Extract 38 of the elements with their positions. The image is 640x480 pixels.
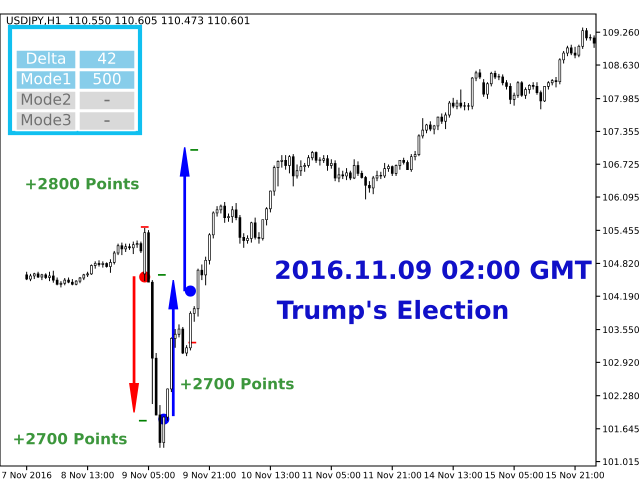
- annotation: Trump's Election: [276, 300, 508, 324]
- annotation: 500: [94, 72, 121, 84]
- x-tick-label: 11 Nov 05:00: [302, 472, 360, 478]
- x-tick-label: 11 Nov 21:00: [364, 472, 422, 478]
- y-tick-label: 108.630: [603, 62, 639, 69]
- y-tick-label: 106.095: [603, 194, 639, 201]
- y-tick-label: 105.455: [603, 227, 639, 234]
- annotation: +2700 Points: [14, 432, 127, 444]
- x-tick-label: 15 Nov 05:00: [486, 472, 544, 478]
- annotation: Delta: [27, 52, 65, 64]
- annotation: +2700 Points: [181, 378, 294, 390]
- y-tick-label: 106.725: [603, 160, 639, 168]
- annotation: 2016.11.09 02:00 GMT: [276, 260, 592, 280]
- x-tick-label: 10 Nov 13:00: [242, 472, 300, 478]
- annotation: Mode2: [22, 93, 70, 105]
- y-tick-label: 103.550: [603, 326, 639, 334]
- annotation: -: [104, 100, 110, 102]
- x-tick-label: 7 Nov 2016: [2, 472, 52, 478]
- y-tick-label: 102.280: [603, 392, 639, 400]
- y-tick-label: 104.820: [603, 260, 639, 267]
- y-tick-label: 104.190: [603, 292, 639, 300]
- y-tick-label: 101.015: [603, 458, 639, 466]
- y-tick-label: 107.985: [603, 95, 639, 102]
- y-tick-label: 107.355: [603, 128, 639, 135]
- x-tick-label: 15 Nov 21:00: [546, 472, 604, 478]
- x-tick-label: 9 Nov 05:00: [122, 472, 175, 478]
- annotation: +2800 Points: [26, 178, 139, 190]
- x-tick-label: 9 Nov 21:00: [183, 472, 236, 478]
- annotation: -: [104, 120, 110, 122]
- y-tick-label: 109.260: [603, 28, 639, 36]
- x-tick-label: 8 Nov 13:00: [61, 472, 114, 478]
- annotation: Mode3: [22, 114, 70, 126]
- annotation: Mode1: [22, 72, 70, 84]
- chart-title: USDJPY,H1 110.550 110.605 110.473 110.601: [6, 16, 250, 26]
- x-tick-label: 14 Nov 13:00: [424, 472, 482, 478]
- y-tick-label: 102.920: [603, 359, 639, 366]
- annotation: 42: [98, 52, 116, 64]
- y-tick-label: 101.645: [603, 425, 639, 432]
